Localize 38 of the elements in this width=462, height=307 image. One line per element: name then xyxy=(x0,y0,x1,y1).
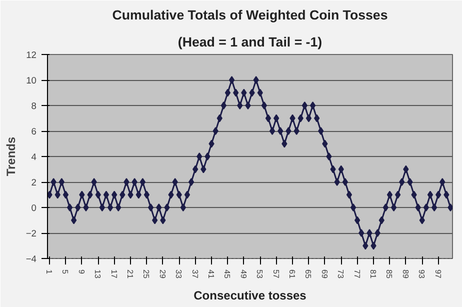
x-tick-label: 81 xyxy=(368,270,378,279)
y-tick-label: 8 xyxy=(31,101,37,111)
x-tick-label: 33 xyxy=(174,270,184,279)
x-tick-label: 29 xyxy=(158,270,167,279)
x-tick-label: 9 xyxy=(76,270,86,274)
x-tick-label: 13 xyxy=(93,270,102,279)
x-tick-label: 69 xyxy=(320,270,329,279)
x-tick-label: 37 xyxy=(190,270,200,279)
x-tick-label: 49 xyxy=(238,270,248,279)
x-tick-label: 65 xyxy=(304,270,313,279)
y-tick-label: 10 xyxy=(26,76,37,86)
x-tick-label: 93 xyxy=(417,270,426,279)
x-tick-label: 45 xyxy=(222,270,232,279)
y-tick-label: −2 xyxy=(26,228,37,238)
x-tick-label: 61 xyxy=(288,270,297,279)
x-tick-label: 97 xyxy=(433,270,442,279)
y-tick-label: −4 xyxy=(26,254,37,264)
y-tick-label: 2 xyxy=(31,178,37,188)
y-tick-label: 6 xyxy=(31,126,37,136)
y-axis-title: Trends xyxy=(4,136,18,176)
y-tick-label: 4 xyxy=(31,152,37,162)
x-tick-label: 1 xyxy=(44,270,54,274)
x-tick-label: 89 xyxy=(400,270,410,279)
x-tick-label: 17 xyxy=(109,270,118,279)
chart-title: Cumulative Totals of Weighted Coin Tosses xyxy=(112,8,388,22)
x-tick-label: 41 xyxy=(206,270,216,279)
x-tick-label: 21 xyxy=(126,270,135,279)
x-tick-label: 57 xyxy=(271,270,280,279)
x-axis-title: Consecutive tosses xyxy=(194,288,307,302)
x-tick-label: 53 xyxy=(255,270,264,279)
x-tick-label: 25 xyxy=(142,270,151,279)
x-tick-label: 85 xyxy=(384,270,394,279)
y-tick-label: 12 xyxy=(26,50,37,60)
y-tick-label: 0 xyxy=(31,203,37,213)
chart-subtitle: (Head = 1 and Tail = -1) xyxy=(178,34,322,50)
x-tick-label: 5 xyxy=(60,270,70,274)
x-tick-label: 77 xyxy=(352,270,362,279)
x-tick-label: 73 xyxy=(336,270,346,279)
